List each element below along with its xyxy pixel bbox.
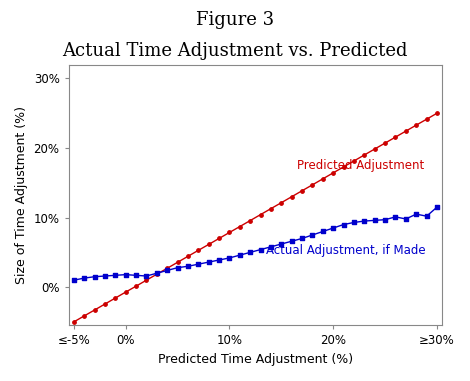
Point [319,229,327,235]
Point [122,272,129,278]
Point [91,274,98,280]
Point [267,244,274,250]
Point [226,255,233,261]
Point [236,224,243,230]
X-axis label: Predicted Time Adjustment (%): Predicted Time Adjustment (%) [158,353,353,366]
Y-axis label: Size of Time Adjustment (%): Size of Time Adjustment (%) [15,106,28,284]
Point [111,295,119,301]
Point [80,275,88,281]
Point [205,259,212,265]
Point [433,204,441,210]
Point [278,241,285,247]
Point [174,259,181,265]
Point [309,182,316,188]
Point [350,219,358,226]
Text: Actual Time Adjustment vs. Predicted: Actual Time Adjustment vs. Predicted [62,42,408,60]
Point [143,277,150,283]
Point [329,225,337,231]
Point [236,252,243,258]
Point [402,216,410,222]
Point [246,249,254,255]
Point [164,267,171,274]
Point [329,170,337,176]
Point [132,283,140,289]
Text: Figure 3: Figure 3 [196,11,274,29]
Point [153,270,161,276]
Point [413,122,420,128]
Point [371,217,378,223]
Point [381,217,389,223]
Text: Predicted Adjustment: Predicted Adjustment [297,159,424,172]
Point [298,188,306,194]
Point [174,265,181,271]
Point [413,211,420,217]
Point [288,238,296,244]
Point [143,273,150,279]
Point [257,247,264,253]
Point [402,128,410,134]
Point [132,272,140,279]
Text: Actual Adjustment, if Made: Actual Adjustment, if Made [266,245,425,258]
Point [226,229,233,235]
Point [360,152,368,158]
Point [423,116,431,122]
Point [350,158,358,164]
Point [360,218,368,224]
Point [423,213,431,219]
Point [392,134,399,140]
Point [195,261,202,267]
Point [215,257,223,263]
Point [215,235,223,242]
Point [122,289,129,295]
Point [184,253,192,259]
Point [267,206,274,212]
Point [184,263,192,269]
Point [164,265,171,271]
Point [101,273,109,279]
Point [309,232,316,238]
Point [70,319,78,325]
Point [371,146,378,152]
Point [91,307,98,313]
Point [205,242,212,248]
Point [288,194,296,200]
Point [340,221,347,227]
Point [298,235,306,242]
Point [101,301,109,307]
Point [381,140,389,146]
Point [70,277,78,283]
Point [257,211,264,218]
Point [111,272,119,279]
Point [246,218,254,224]
Point [278,200,285,206]
Point [340,164,347,170]
Point [392,214,399,220]
Point [195,247,202,253]
Point [153,271,161,277]
Point [433,110,441,116]
Point [319,176,327,182]
Point [80,313,88,319]
